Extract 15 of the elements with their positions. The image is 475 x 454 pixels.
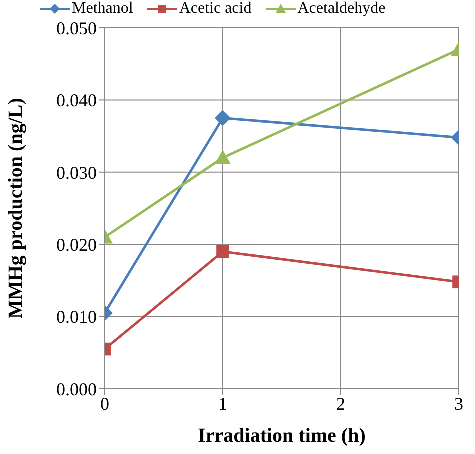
x-tick-label: 2 bbox=[336, 394, 346, 414]
legend-label: Methanol bbox=[71, 0, 134, 18]
legend-label: Acetaldehyde bbox=[296, 0, 386, 18]
y-axis-title: MMHg production (ng/L) bbox=[5, 98, 28, 319]
y-tick-label: 0.000 bbox=[56, 379, 97, 400]
x-tick-label: 0 bbox=[100, 394, 110, 414]
x-tick-label: 3 bbox=[454, 394, 464, 414]
x-tick-label: 1 bbox=[218, 394, 228, 414]
x-axis-title: Irradiation time (h) bbox=[198, 425, 366, 447]
y-tick-label: 0.050 bbox=[56, 18, 97, 38]
y-tick-label: 0.040 bbox=[56, 90, 97, 111]
y-tick-label: 0.030 bbox=[56, 162, 97, 183]
legend-label: Acetic acid bbox=[178, 0, 252, 18]
y-tick-label: 0.020 bbox=[56, 234, 97, 255]
y-tick-label: 0.010 bbox=[56, 307, 97, 328]
